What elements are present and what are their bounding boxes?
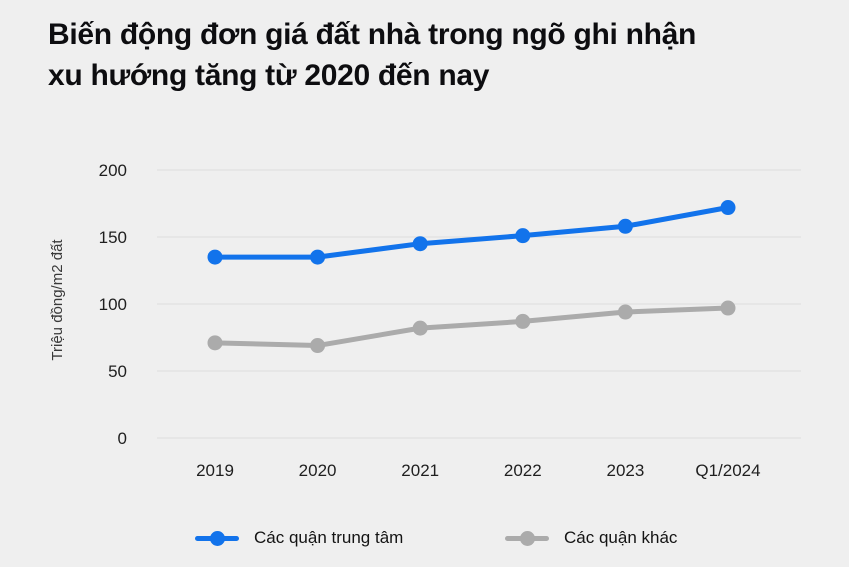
- x-tick-label-Q1/2024: Q1/2024: [695, 461, 760, 480]
- chart-legend: Các quận trung tâm Các quận khác: [0, 520, 849, 558]
- data-point-s1-2020: [310, 338, 326, 354]
- data-point-s1-2019: [207, 335, 223, 351]
- data-point-s0-Q1/2024: [720, 200, 736, 216]
- line-chart: 0 50 100 150 200 Triệu đồng/m2 đất 2019 2020 202…: [49, 161, 801, 480]
- x-tick-label-2023: 2023: [606, 461, 644, 480]
- x-tick-label-2022: 2022: [504, 461, 542, 480]
- legend-item-other-districts: Các quận khác: [505, 520, 677, 556]
- y-axis-title: Triệu đồng/m2 đất: [49, 239, 66, 361]
- legend-item-central-districts: Các quận trung tâm: [195, 520, 403, 556]
- chart-title-line1: Biến động đơn giá đất nhà trong ngõ ghi …: [48, 18, 697, 51]
- legend-marker-other-districts: [505, 529, 549, 547]
- series-line-1: [212, 305, 731, 349]
- legend-label-central-districts: Các quận trung tâm: [254, 528, 404, 547]
- x-tick-label-2020: 2020: [299, 461, 337, 480]
- y-tick-label-200: 200: [99, 161, 127, 180]
- data-point-s1-2021: [412, 320, 428, 336]
- dot-marker-icon: [209, 530, 225, 546]
- x-tick-label-2019: 2019: [196, 461, 234, 480]
- dot-marker-icon: [519, 530, 535, 546]
- y-tick-label-50: 50: [108, 362, 127, 381]
- y-tick-label-100: 100: [99, 295, 127, 314]
- chart-title: Biến động đơn giá đất nhà trong ngõ ghi …: [48, 14, 696, 96]
- legend-marker-central-districts: [195, 529, 239, 547]
- data-point-s1-2022: [515, 313, 531, 329]
- data-point-s1-2023: [617, 304, 633, 320]
- data-point-s1-Q1/2024: [720, 300, 736, 316]
- chart-title-line2: xu hướng tăng từ 2020 đến nay: [48, 59, 490, 92]
- x-tick-label-2021: 2021: [401, 461, 439, 480]
- legend-label-other-districts: Các quận khác: [564, 528, 678, 547]
- data-point-s0-2021: [412, 236, 428, 252]
- data-point-s0-2020: [310, 249, 326, 265]
- data-point-s0-2019: [207, 249, 223, 265]
- series-line-0: [212, 205, 731, 260]
- y-tick-label-150: 150: [99, 228, 127, 247]
- y-tick-label-0: 0: [118, 429, 127, 448]
- data-point-s0-2023: [617, 218, 633, 234]
- data-point-s0-2022: [515, 228, 531, 244]
